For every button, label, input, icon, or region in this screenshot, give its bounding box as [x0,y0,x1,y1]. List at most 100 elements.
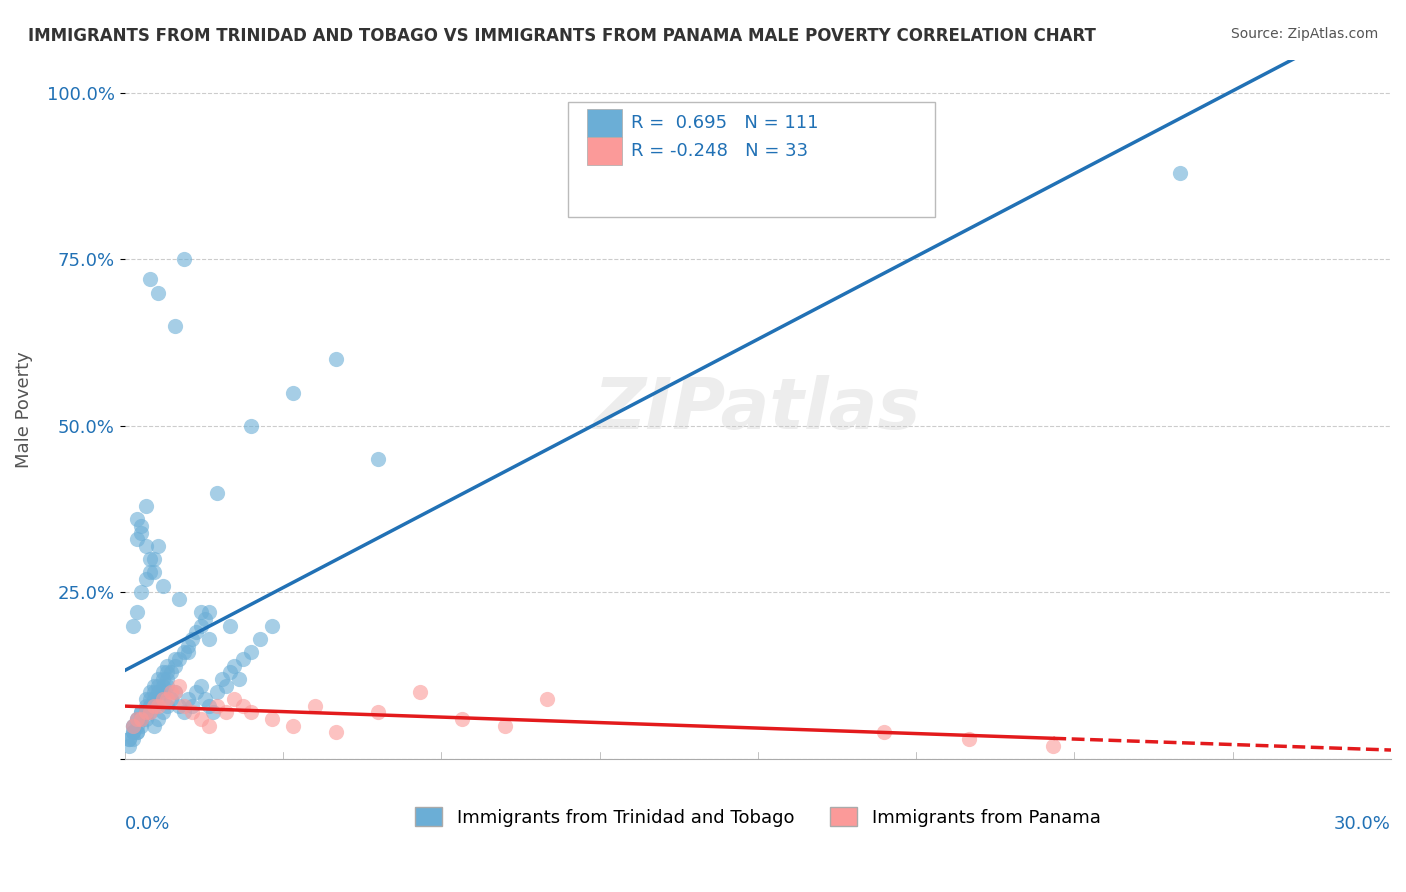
Point [139,685,162,699]
Point [1168,166,1191,180]
Point [152,685,174,699]
Point [122,619,145,633]
Point [224,658,246,673]
Text: Source: ZipAtlas.com: Source: ZipAtlas.com [1230,27,1378,41]
Point [139,272,162,286]
Point [451,712,474,726]
Point [143,698,166,713]
Point [131,706,153,720]
Point [127,725,149,739]
Bar [586,109,623,136]
Point [228,672,250,686]
Point [215,706,238,720]
Point [127,725,149,739]
Point [232,698,254,713]
Point [165,685,187,699]
Point [494,719,516,733]
Point [165,685,187,699]
Point [135,698,157,713]
Point [143,698,166,713]
Point [160,665,183,680]
Point [131,585,153,599]
Point [127,712,149,726]
Point [127,712,149,726]
Point [143,679,166,693]
Point [148,685,170,699]
Point [139,566,162,580]
Point [367,452,389,467]
Point [152,692,174,706]
Text: ZIPatlas: ZIPatlas [595,375,921,444]
Point [156,679,179,693]
Point [240,419,263,434]
Point [127,606,149,620]
Point [139,698,162,713]
Point [156,658,179,673]
Point [207,685,229,699]
Point [135,499,157,513]
FancyBboxPatch shape [568,102,935,217]
Point [177,692,200,706]
Point [127,719,149,733]
Point [198,719,221,733]
Point [139,706,162,720]
Point [367,706,389,720]
Point [139,706,162,720]
Point [135,539,157,553]
Point [173,252,195,267]
Point [143,552,166,566]
Point [135,706,157,720]
Point [148,672,170,686]
Point [156,665,179,680]
Point [181,632,204,646]
Point [135,692,157,706]
Point [240,706,263,720]
Point [957,732,980,747]
Point [131,706,153,720]
Point [194,692,217,706]
Point [131,525,153,540]
Point [148,285,170,300]
Text: 0.0%: 0.0% [125,815,170,833]
Text: IMMIGRANTS FROM TRINIDAD AND TOBAGO VS IMMIGRANTS FROM PANAMA MALE POVERTY CORRE: IMMIGRANTS FROM TRINIDAD AND TOBAGO VS I… [28,27,1097,45]
Point [118,739,141,753]
Point [173,698,195,713]
Point [160,685,183,699]
Point [152,665,174,680]
Point [283,385,305,400]
Point [152,706,174,720]
Point [143,566,166,580]
Point [127,712,149,726]
Point [240,645,263,659]
Point [169,698,191,713]
Point [148,679,170,693]
Point [165,652,187,666]
Legend: Immigrants from Trinidad and Tobago, Immigrants from Panama: Immigrants from Trinidad and Tobago, Imm… [408,800,1108,834]
Point [198,632,221,646]
Point [219,665,242,680]
Point [262,619,284,633]
Point [224,692,246,706]
Point [207,485,229,500]
Point [152,579,174,593]
Point [148,712,170,726]
Point [131,712,153,726]
Text: R = -0.248   N = 33: R = -0.248 N = 33 [631,142,808,160]
Point [173,645,195,659]
Point [131,712,153,726]
Point [156,692,179,706]
Point [143,685,166,699]
Point [122,725,145,739]
Point [304,698,326,713]
Point [135,706,157,720]
Point [262,712,284,726]
Text: R =  0.695   N = 111: R = 0.695 N = 111 [631,113,818,131]
Point [211,672,233,686]
Point [131,719,153,733]
Point [249,632,271,646]
Point [873,725,896,739]
Point [1042,739,1064,753]
Point [131,519,153,533]
Point [160,692,183,706]
Point [169,592,191,607]
